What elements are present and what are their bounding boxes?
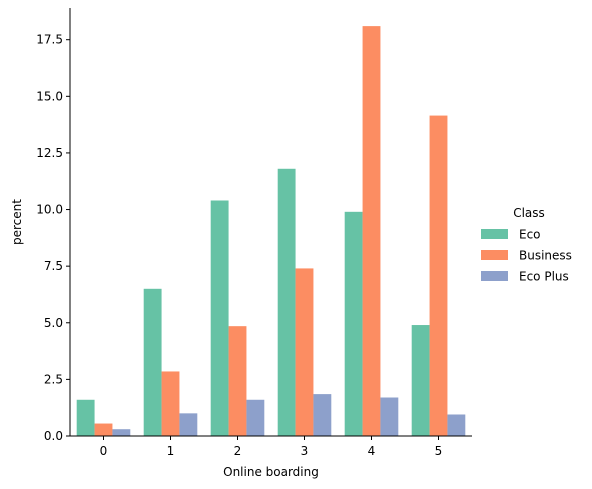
bar-eco-0	[76, 399, 95, 436]
y-axis-title: percent	[10, 199, 24, 245]
bar-eco-1	[143, 288, 162, 436]
bar-eco-plus-4	[380, 397, 399, 436]
x-tick-label: 5	[435, 444, 443, 458]
legend-label: Eco Plus	[519, 270, 569, 284]
legend-swatch	[481, 271, 508, 281]
bar-eco-plus-1	[179, 413, 198, 436]
y-tick-label: 10.0	[36, 203, 63, 217]
bar-business-4	[362, 26, 381, 437]
bar-eco-plus-0	[112, 429, 131, 436]
bars-group	[76, 26, 466, 437]
bar-eco-plus-3	[313, 394, 332, 436]
legend-title: Class	[513, 206, 545, 220]
x-tick-label: 0	[100, 444, 108, 458]
y-tick-label: 5.0	[44, 316, 63, 330]
legend-swatch	[481, 250, 508, 260]
y-tick-label: 7.5	[44, 259, 63, 273]
y-tick-label: 2.5	[44, 372, 63, 386]
bar-eco-4	[344, 211, 363, 436]
bar-eco-plus-5	[447, 414, 466, 436]
x-tick-label: 3	[301, 444, 309, 458]
bar-eco-3	[277, 168, 296, 436]
x-tick-label: 2	[234, 444, 242, 458]
y-tick-label: 0.0	[44, 429, 63, 443]
bar-eco-plus-2	[246, 399, 265, 436]
bar-business-5	[429, 115, 448, 436]
bar-eco-2	[210, 200, 229, 436]
y-tick-label: 12.5	[36, 146, 63, 160]
bar-eco-5	[411, 325, 430, 436]
y-tick-label: 15.0	[36, 89, 63, 103]
x-axis-ticks: 0 1 2 3 4 5	[100, 436, 443, 458]
x-axis-title: Online boarding	[223, 465, 319, 479]
y-axis-ticks: 0.0 2.5 5.0 7.5 10.0 12.5 15.0 17.5	[36, 33, 70, 443]
legend-swatch	[481, 229, 508, 239]
legend-label: Eco	[519, 228, 541, 242]
y-tick-label: 17.5	[36, 33, 63, 47]
bar-business-1	[161, 371, 180, 436]
x-tick-label: 1	[167, 444, 175, 458]
bar-business-2	[228, 326, 247, 436]
legend-label: Business	[519, 249, 572, 263]
bar-business-3	[295, 268, 314, 436]
bar-business-0	[94, 423, 113, 436]
legend: Class Eco Business Eco Plus	[481, 206, 572, 284]
x-tick-label: 4	[368, 444, 376, 458]
